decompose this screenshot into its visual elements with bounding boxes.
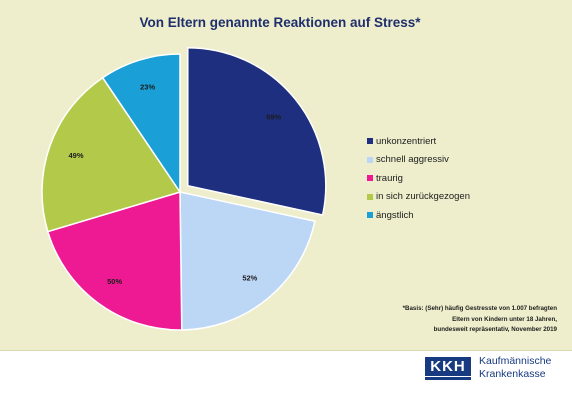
pie-slice-4 (101, 53, 181, 195)
chart-title: Von Eltern genannte Reaktionen auf Stres… (139, 15, 421, 30)
legend-label: in sich zurückgezogen (376, 191, 470, 203)
logo-line: Krankenkasse (479, 368, 546, 380)
footnote-line: bundesweit repräsentativ, November 2019 (433, 326, 557, 333)
logo-line: Kaufmännische (479, 355, 552, 367)
legend-label: schnell aggressiv (376, 154, 449, 166)
slice-value-label: 49% (69, 151, 84, 160)
footnote-line: *Basis: (Sehr) häufig Gestresste von 1.0… (402, 305, 557, 312)
kkh-logo-text: Kaufmännische Krankenkasse (479, 355, 551, 381)
legend-item-schnell-aggressiv: schnell aggressiv (367, 151, 470, 170)
slice-value-label: 23% (140, 82, 155, 91)
legend-item-aengstlich: ängstlich (367, 206, 470, 225)
legend-item-unkonzentriert: unkonzentriert (367, 132, 470, 151)
legend-label: unkonzentriert (376, 135, 437, 147)
legend-label: traurig (376, 172, 403, 184)
legend-label: ängstlich (376, 209, 414, 221)
pie-slice-1 (179, 191, 316, 331)
slice-value-label: 50% (107, 277, 122, 286)
legend-item-in-sich-zurueckgezogen: in sich zurückgezogen (367, 188, 470, 207)
footnote-line: Eltern von Kindern unter 18 Jahren, (452, 315, 557, 323)
pie-slice-2 (46, 190, 183, 331)
legend-swatch (367, 175, 373, 182)
slice-value-label: 52% (242, 273, 257, 282)
chart-footnote: *Basis: (Sehr) häufig Gestresste von 1.0… (360, 304, 557, 336)
legend-item-traurig: traurig (367, 169, 470, 188)
pie-slice-3 (41, 76, 182, 233)
pie-chart: 69% 52% 50% 49% 23% (41, 46, 327, 331)
legend-swatch (367, 156, 373, 163)
pie-slice-0 (187, 46, 327, 216)
kkh-logo-mark: KKH (425, 357, 471, 380)
legend-swatch (367, 193, 373, 200)
legend-swatch (367, 138, 373, 145)
legend-swatch (367, 212, 373, 219)
slice-value-label: 69% (266, 112, 281, 121)
divider (0, 350, 572, 351)
chart-legend: unkonzentriert schnell aggressiv traurig… (367, 132, 470, 225)
